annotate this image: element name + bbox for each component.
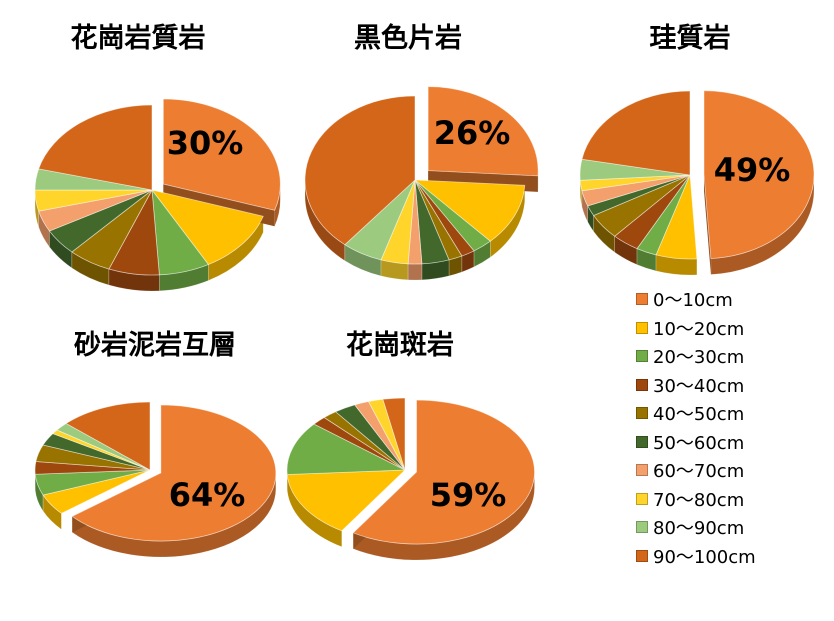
pie-chart-5: 花崗斑岩 59% (286, 330, 535, 561)
legend-item-5: 40～50cm (636, 399, 756, 428)
pie4-title: 砂岩泥岩互層 (74, 330, 236, 361)
pie4-slice-1 (71, 404, 277, 542)
legend-item-7: 60～70cm (636, 456, 756, 485)
legend-item-4: 30～40cm (636, 371, 756, 400)
pie2-side-7 (407, 263, 423, 281)
legend-label: 20～30cm (653, 347, 745, 369)
pie2-slice-10 (304, 95, 416, 246)
pie4-slice-10 (65, 401, 151, 471)
legend-swatch (636, 321, 648, 334)
pie1-title: 花崗岩質岩 (71, 23, 206, 54)
legend-label: 10～20cm (653, 318, 745, 340)
legend-label: 90～100cm (653, 546, 756, 568)
pie5-slice-10 (382, 397, 406, 471)
pie5-data-label: 59% (430, 476, 507, 514)
legend-swatch (636, 464, 648, 477)
legend-swatch (636, 549, 648, 562)
legend-item-1: 0～10cm (636, 285, 756, 314)
pie1-slice-10 (38, 104, 153, 191)
pie-chart-2: 黒色片岩 26% (304, 22, 539, 281)
legend-swatch (636, 407, 648, 420)
legend-label: 30～40cm (653, 375, 745, 397)
legend-item-3: 20～30cm (636, 342, 756, 371)
pie2-data-label: 26% (434, 114, 511, 152)
pie1-data-label: 30% (167, 124, 244, 162)
legend-label: 40～50cm (653, 404, 745, 426)
legend-swatch (636, 378, 648, 391)
pie3-slice-10 (581, 90, 691, 176)
legend-swatch (636, 435, 648, 448)
pie5-title: 花崗斑岩 (346, 330, 454, 361)
legend-item-6: 50～60cm (636, 428, 756, 457)
legend-label: 0～10cm (653, 290, 733, 312)
pie2-title: 黒色片岩 (354, 22, 462, 54)
pie4-data-label: 64% (169, 476, 246, 514)
pie3-slice-1 (703, 90, 815, 259)
pie-chart-1: 花崗岩質岩 30% (34, 23, 281, 292)
pie1-slice-2 (151, 189, 264, 265)
pie-chart-4: 砂岩泥岩互層 64% (34, 330, 277, 558)
pie5-slice-1 (352, 399, 535, 545)
pie3-data-label: 49% (714, 151, 791, 189)
legend-swatch (636, 492, 648, 505)
legend-swatch (636, 350, 648, 363)
legend-item-9: 80～90cm (636, 513, 756, 542)
legend-swatch (636, 521, 648, 534)
legend-label: 60～70cm (653, 461, 745, 483)
pie5-slice-2 (286, 469, 407, 532)
legend-label: 50～60cm (653, 432, 745, 454)
pie2-slice-1 (427, 86, 539, 177)
legend-label: 70～80cm (653, 489, 745, 511)
legend-item-8: 70～80cm (636, 485, 756, 514)
legend: 0～10cm 10～20cm 20～30cm 30～40cm 40～50cm 50～60c… (636, 285, 756, 570)
pie5-slice-3 (286, 423, 407, 475)
legend-swatch (636, 293, 648, 306)
legend-item-10: 90～100cm (636, 542, 756, 571)
pie2-slice-2 (413, 179, 526, 242)
pie-chart-3: 珪質岩 49% (579, 23, 815, 276)
legend-item-2: 10～20cm (636, 314, 756, 343)
pie1-slice-1 (162, 98, 281, 211)
pie3-title: 珪質岩 (650, 23, 731, 54)
legend-label: 80～90cm (653, 518, 745, 540)
